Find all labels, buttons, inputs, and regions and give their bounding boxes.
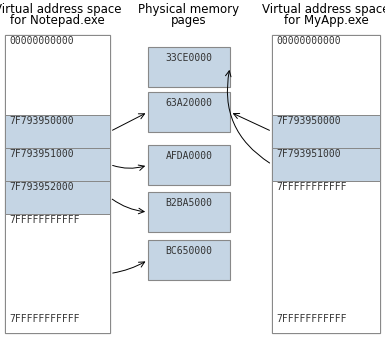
- Text: 7F793950000: 7F793950000: [276, 116, 341, 126]
- Text: pages: pages: [171, 14, 207, 27]
- Bar: [148, 192, 230, 232]
- Bar: [5, 214, 110, 333]
- Text: 7FFFFFFFFFFF: 7FFFFFFFFFFF: [276, 182, 347, 192]
- Text: Virtual address space: Virtual address space: [0, 3, 121, 16]
- Bar: [272, 35, 380, 115]
- Bar: [5, 35, 110, 333]
- Bar: [148, 240, 230, 280]
- Bar: [272, 181, 380, 333]
- Bar: [148, 47, 230, 87]
- Text: 7FFFFFFFFFFF: 7FFFFFFFFFFF: [9, 215, 79, 225]
- Bar: [5, 35, 110, 115]
- Bar: [272, 35, 380, 333]
- Text: B2BA5000: B2BA5000: [166, 198, 213, 208]
- Bar: [272, 148, 380, 181]
- Text: 7F793950000: 7F793950000: [9, 116, 74, 126]
- Text: 7F793951000: 7F793951000: [276, 149, 341, 159]
- Text: for Notepad.exe: for Notepad.exe: [10, 14, 105, 27]
- Text: 7FFFFFFFFFFF: 7FFFFFFFFFFF: [276, 314, 347, 324]
- Bar: [5, 148, 110, 181]
- Bar: [148, 145, 230, 185]
- Text: BC650000: BC650000: [166, 246, 213, 256]
- Bar: [5, 181, 110, 214]
- Text: 63A20000: 63A20000: [166, 98, 213, 108]
- Bar: [5, 115, 110, 148]
- Text: 7F793951000: 7F793951000: [9, 149, 74, 159]
- Text: 7F793952000: 7F793952000: [9, 182, 74, 192]
- Text: 00000000000: 00000000000: [276, 36, 341, 46]
- Bar: [148, 92, 230, 132]
- Text: 33CE0000: 33CE0000: [166, 53, 213, 63]
- Text: Virtual address space: Virtual address space: [262, 3, 385, 16]
- Text: AFDA0000: AFDA0000: [166, 151, 213, 161]
- Text: for MyApp.exe: for MyApp.exe: [284, 14, 368, 27]
- Text: 00000000000: 00000000000: [9, 36, 74, 46]
- Text: Physical memory: Physical memory: [139, 3, 239, 16]
- Text: 7FFFFFFFFFFF: 7FFFFFFFFFFF: [9, 314, 79, 324]
- Bar: [272, 115, 380, 148]
